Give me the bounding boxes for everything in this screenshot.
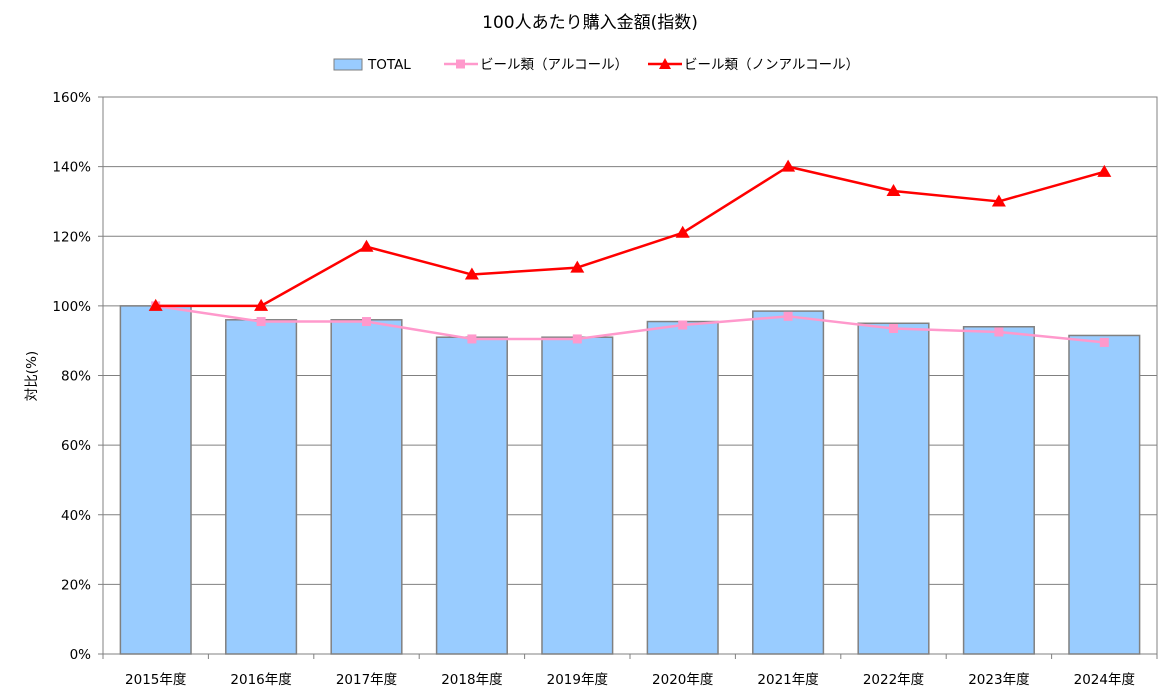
y-tick-label: 20% [61, 577, 91, 593]
y-tick-label: 160% [52, 90, 91, 106]
data-point [464, 267, 479, 280]
x-tick-label: 2021年度 [757, 672, 818, 688]
data-point [148, 298, 163, 311]
data-point [1097, 164, 1112, 177]
data-point [362, 317, 371, 327]
legend-swatch-total [333, 58, 363, 71]
y-tick-label: 0% [70, 647, 92, 663]
x-tick-label: 2019年度 [547, 672, 608, 688]
bar [752, 310, 825, 655]
bar [330, 319, 403, 655]
x-axis-ticks: 2015年度 2016年度 2017年度 2018年度 2019年度 2020年度 2021… [102, 654, 1158, 688]
bar [646, 320, 719, 655]
lines [148, 159, 1112, 347]
x-tick-label: 2020年度 [652, 672, 713, 688]
data-point [572, 334, 582, 344]
legend-marker-alcohol [456, 59, 465, 69]
series-line [155, 304, 1105, 344]
data-point [359, 239, 374, 252]
y-tick-label: 40% [61, 508, 91, 524]
chart-title: 100人あたり購入金額(指数) [482, 13, 698, 33]
data-point [570, 260, 585, 273]
legend-label-nonalcohol: ビール類（ノンアルコール） [684, 57, 859, 73]
data-point [1099, 337, 1109, 347]
data-point [783, 311, 793, 321]
data-point [254, 298, 269, 311]
y-tick-label: 60% [61, 438, 91, 454]
x-tick-label: 2017年度 [336, 672, 397, 688]
legend: TOTAL ビール類（アルコール） ビール類（ノンアルコール） [333, 57, 859, 73]
x-tick-label: 2023年度 [968, 672, 1029, 688]
y-axis-title: 対比(%) [24, 351, 40, 401]
data-point [889, 324, 898, 334]
legend-marker-nonalcohol [659, 58, 671, 69]
data-point [678, 320, 688, 330]
y-tick-label: 100% [52, 299, 91, 315]
bar [962, 326, 1035, 655]
series-line [155, 165, 1105, 308]
x-tick-label: 2016年度 [230, 672, 291, 688]
bar [857, 322, 930, 655]
legend-label-alcohol: ビール類（アルコール） [480, 57, 628, 73]
data-point [991, 194, 1006, 207]
y-tick-label: 120% [52, 229, 91, 245]
y-tick-label: 140% [52, 160, 91, 176]
bar [541, 336, 614, 655]
bar [225, 319, 298, 655]
data-point [675, 225, 690, 238]
data-point [886, 183, 901, 196]
x-tick-label: 2024年度 [1074, 672, 1135, 688]
y-tick-label: 80% [61, 369, 91, 385]
x-tick-label: 2018年度 [441, 672, 502, 688]
bar [119, 305, 192, 655]
data-point [781, 159, 796, 172]
legend-label-total: TOTAL [367, 57, 411, 73]
data-point [994, 327, 1004, 337]
x-tick-label: 2022年度 [863, 672, 924, 688]
data-point [467, 334, 477, 344]
y-axis-ticks: 0% 20% 40% 60% 80% 100% 120% 140% 160% [52, 90, 103, 663]
bar [435, 336, 508, 655]
bar [1068, 334, 1141, 655]
data-point [256, 317, 266, 327]
plot-area-border [102, 96, 1158, 655]
bars [119, 305, 1141, 655]
x-tick-label: 2015年度 [125, 672, 186, 688]
